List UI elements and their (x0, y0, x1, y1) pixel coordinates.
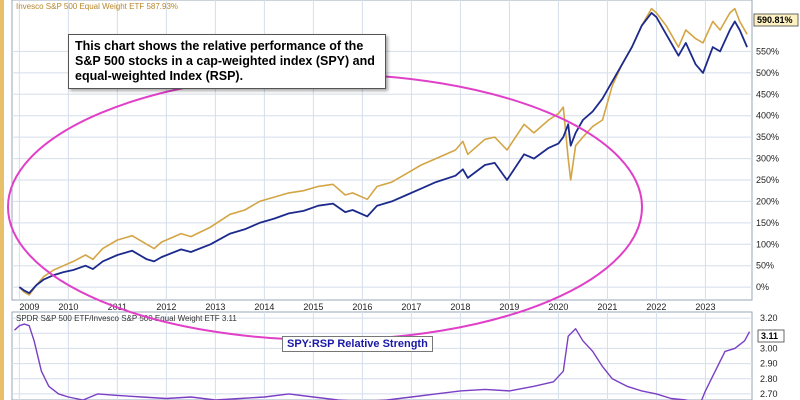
ratio-panel-frame (11, 311, 753, 400)
left-border-strip (0, 0, 4, 400)
x-tick-label: 2022 (646, 302, 666, 312)
x-tick-label: 2015 (303, 302, 323, 312)
last-value-badge (753, 13, 799, 27)
x-tick-label: 2017 (401, 302, 421, 312)
x-tick-label: 2023 (695, 302, 715, 312)
x-tick-label: 2010 (58, 302, 78, 312)
price-y-tick-label: 250% (756, 175, 779, 185)
ratio-y-tick-label: 2.80 (760, 374, 778, 384)
ratio-last-value-badge (757, 329, 785, 343)
spy-rsp-ratio-line (14, 323, 751, 400)
price-y-tick-label: 400% (756, 111, 779, 121)
relative-strength-label: SPY:RSP Relative Strength (282, 336, 433, 352)
price-legend: Invesco S&P 500 Equal Weight ETF 587.93% (16, 2, 178, 11)
price-y-tick-label: 450% (756, 89, 779, 99)
price-y-tick-label: 150% (756, 218, 779, 228)
ratio-y-tick-label: 2.90 (760, 359, 778, 369)
x-tick-label: 2020 (548, 302, 568, 312)
annotation-note: This chart shows the relative performanc… (68, 34, 386, 89)
ratio-y-tick-label: 3.00 (760, 343, 778, 353)
x-tick-label: 2016 (352, 302, 372, 312)
price-y-tick-label: 300% (756, 154, 779, 164)
ratio-y-tick-label: 3.20 (760, 313, 778, 323)
rsp-equal-weight-line (18, 7, 748, 296)
ratio-last-value-badge-label: 3.11 (761, 331, 778, 341)
spy-cap-weight-line (18, 11, 748, 295)
x-tick-label: 2009 (19, 302, 39, 312)
ratio-y-tick-label: 2.70 (760, 389, 778, 399)
price-y-tick-label: 500% (756, 68, 779, 78)
ratio-legend: SPDR S&P 500 ETF/Invesco S&P 500 Equal W… (16, 314, 237, 323)
x-tick-label: 2019 (499, 302, 519, 312)
last-value-badge-label: 590.81% (757, 15, 793, 25)
price-y-tick-label: 0% (756, 282, 769, 292)
price-y-tick-label: 550% (756, 46, 779, 56)
x-tick-label: 2018 (450, 302, 470, 312)
x-tick-label: 2021 (597, 302, 617, 312)
x-tick-label: 2012 (156, 302, 176, 312)
x-tick-label: 2013 (205, 302, 225, 312)
x-tick-label: 2014 (254, 302, 274, 312)
ratio-y-axis: 3.203.103.002.902.802.70 (12, 313, 778, 399)
price-y-tick-label: 50% (756, 261, 774, 271)
price-y-tick-label: 200% (756, 196, 779, 206)
price-y-tick-label: 350% (756, 132, 779, 142)
price-y-tick-label: 100% (756, 239, 779, 249)
